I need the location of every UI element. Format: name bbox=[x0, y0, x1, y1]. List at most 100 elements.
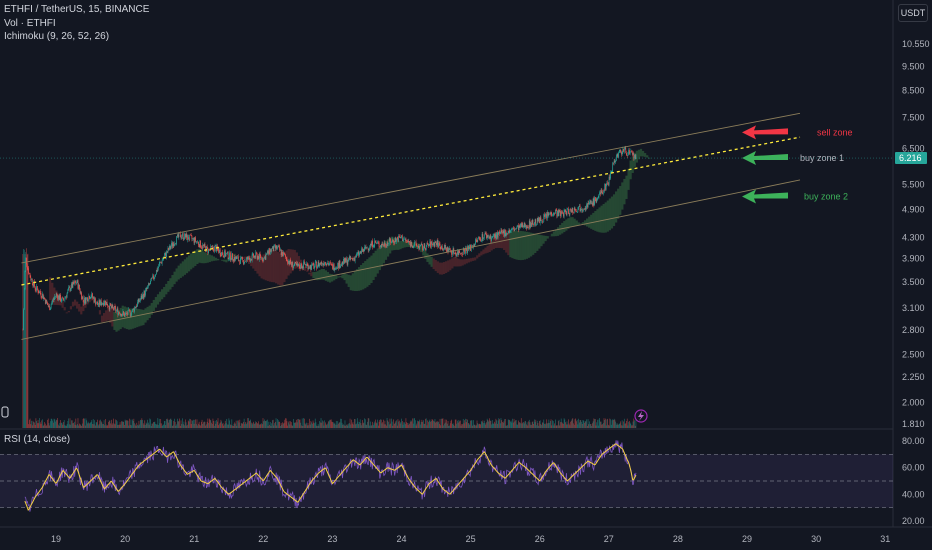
ichimoku-cloud-segment bbox=[648, 157, 651, 159]
candle-body bbox=[381, 243, 383, 248]
volume-bar bbox=[67, 420, 69, 428]
volume-bar bbox=[337, 421, 339, 428]
volume-bar bbox=[183, 421, 185, 428]
ichimoku-cloud-segment bbox=[550, 233, 553, 237]
ichimoku-cloud-segment bbox=[492, 237, 495, 250]
volume-bar bbox=[399, 420, 400, 428]
time-tick-label: 29 bbox=[742, 534, 752, 544]
time-tick-label: 30 bbox=[811, 534, 821, 544]
candle-body bbox=[247, 257, 249, 260]
ichimoku-cloud-segment bbox=[161, 289, 164, 300]
candle-body bbox=[573, 212, 574, 214]
candle-body bbox=[89, 297, 91, 299]
candle-body bbox=[243, 260, 244, 265]
volume-bar bbox=[38, 423, 40, 428]
candle-body bbox=[46, 299, 48, 303]
candle-body bbox=[362, 248, 363, 252]
volume-bar bbox=[311, 423, 313, 428]
candle-body bbox=[206, 246, 207, 252]
candle-body bbox=[451, 250, 452, 255]
ichimoku-cloud-segment bbox=[621, 182, 624, 210]
volume-bar bbox=[316, 425, 318, 428]
candle-body bbox=[433, 242, 435, 247]
volume-bar bbox=[296, 419, 297, 428]
candle-body bbox=[29, 273, 30, 275]
candle-body bbox=[178, 232, 180, 238]
volume-bar bbox=[631, 425, 632, 428]
candle-body bbox=[418, 246, 420, 249]
candle-body bbox=[107, 305, 109, 307]
volume-bar bbox=[509, 420, 511, 428]
volume-bar bbox=[601, 424, 603, 428]
candle-body bbox=[85, 297, 87, 304]
candle-body bbox=[130, 314, 132, 316]
volume-bar bbox=[216, 420, 217, 428]
volume-bar bbox=[26, 254, 28, 428]
candle-body bbox=[572, 208, 574, 213]
volume-bar bbox=[63, 420, 65, 428]
candle-body bbox=[328, 264, 330, 265]
symbol-legend[interactable]: ETHFI / TetherUS, 15, BINANCE bbox=[4, 4, 150, 15]
ichimoku-cloud-segment bbox=[476, 255, 479, 259]
candle-body bbox=[143, 291, 145, 299]
candle-body bbox=[425, 248, 426, 251]
volume-bar bbox=[112, 423, 114, 428]
volume-bar bbox=[455, 419, 457, 428]
volume-bar bbox=[27, 253, 29, 428]
candle-body bbox=[512, 228, 514, 230]
volume-bar bbox=[101, 422, 103, 428]
volume-bar bbox=[398, 421, 400, 428]
volume-legend[interactable]: Vol · ETHFI bbox=[4, 18, 56, 29]
ichimoku-cloud-segment bbox=[237, 256, 240, 258]
candle-body bbox=[118, 311, 119, 315]
volume-bar bbox=[606, 419, 608, 428]
candle-body bbox=[209, 249, 211, 250]
candle-body bbox=[454, 252, 455, 254]
currency-button[interactable]: USDT bbox=[898, 4, 928, 22]
ichimoku-cloud-segment bbox=[51, 282, 54, 303]
candle-body bbox=[74, 281, 76, 283]
volume-bar bbox=[521, 423, 523, 428]
candle-body bbox=[615, 155, 617, 161]
volume-bar bbox=[264, 419, 265, 428]
ichimoku-cloud-segment bbox=[538, 234, 541, 249]
ichimoku-cloud-segment bbox=[312, 272, 315, 279]
candle-body bbox=[280, 249, 281, 251]
volume-bar bbox=[473, 420, 474, 428]
candle-body bbox=[323, 263, 325, 266]
volume-bar bbox=[340, 418, 342, 428]
candle-body bbox=[96, 301, 98, 304]
candle-body bbox=[416, 245, 418, 247]
volume-bar bbox=[524, 421, 526, 428]
rsi-legend[interactable]: RSI (14, close) bbox=[4, 434, 71, 445]
ichimoku-legend[interactable]: Ichimoku (9, 26, 52, 26) bbox=[4, 31, 110, 42]
volume-bar bbox=[47, 418, 49, 428]
candle-body bbox=[86, 297, 88, 299]
volume-bar bbox=[507, 419, 509, 428]
volume-bar bbox=[139, 424, 140, 428]
volume-bar bbox=[46, 425, 48, 428]
volume-bar bbox=[372, 425, 374, 428]
volume-bar bbox=[234, 422, 236, 428]
volume-bar bbox=[459, 420, 461, 428]
candle-body bbox=[126, 313, 127, 314]
volume-bar bbox=[387, 420, 389, 428]
candle-body bbox=[152, 275, 154, 278]
candle-body bbox=[36, 286, 37, 291]
volume-bar bbox=[49, 425, 51, 428]
candle-body bbox=[98, 300, 100, 305]
candle-body bbox=[320, 261, 322, 265]
candle-body bbox=[66, 292, 68, 298]
candle-body bbox=[235, 256, 236, 261]
candle-body bbox=[311, 264, 312, 270]
candle-body bbox=[430, 241, 431, 248]
volume-bar bbox=[476, 420, 478, 428]
volume-bar bbox=[232, 425, 233, 428]
candle-body bbox=[368, 248, 370, 251]
candle-body bbox=[81, 292, 82, 300]
alert-icon bbox=[1, 406, 9, 418]
volume-bar bbox=[222, 423, 223, 428]
candle-body bbox=[571, 208, 573, 213]
candle-body bbox=[433, 242, 434, 246]
